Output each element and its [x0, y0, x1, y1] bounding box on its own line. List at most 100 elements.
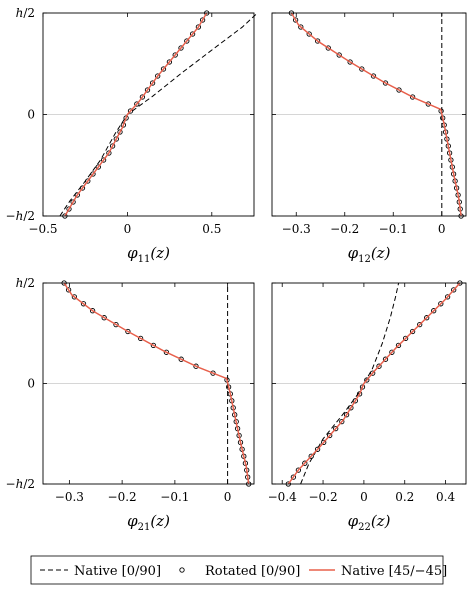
series-rotated-0-90-point	[295, 467, 302, 473]
series-rotated-0-90-point	[336, 52, 342, 58]
series-rotated-0-90-point	[431, 308, 437, 314]
x-axis-label: φ21(z)	[127, 512, 170, 533]
series-rotated-0-90-point	[117, 129, 123, 135]
x-axis-label: φ12(z)	[348, 244, 391, 265]
series-rotated-0-90-point	[195, 24, 202, 30]
x-tick-label: 0.2	[395, 490, 414, 504]
series-rotated-0-90-point	[290, 474, 297, 480]
series-rotated-0-90-point	[302, 460, 308, 466]
x-tick-label: −0.2	[308, 490, 337, 504]
series-rotated-0-90-point	[127, 108, 134, 114]
panel-1: −0.5 0 0.5 −h/2 0 h/2 φ11(z)	[6, 6, 258, 265]
series-rotated-0-90-point	[134, 101, 140, 107]
series-native-45-45-overlay	[290, 12, 462, 217]
series-rotated-0-90-point	[370, 370, 376, 376]
series-rotated-0-90-point	[417, 321, 423, 328]
legend-box	[30, 555, 444, 585]
series-rotated-0-90-point	[178, 356, 184, 362]
series-rotated-0-90-point	[333, 425, 339, 432]
series-rotated-0-90-point	[100, 157, 107, 163]
series-rotated-0-90-point	[292, 17, 299, 23]
series-rotated-0-90-point	[123, 115, 129, 121]
series-rotated-0-90-point	[382, 356, 389, 362]
series-rotated-0-90-point	[137, 335, 144, 342]
series-rotated-0-90-point	[150, 342, 157, 349]
series-rotated-0-90-point	[343, 412, 350, 418]
y-tick-label: −h/2	[6, 209, 35, 223]
series-rotated-0-90-point	[364, 377, 370, 383]
x-tick-label: −0.4	[268, 490, 298, 504]
series-rotated-0-90-point	[109, 143, 116, 149]
series-rotated-0-90-point	[327, 432, 333, 439]
series-rotated-0-90-point	[356, 391, 363, 397]
x-tick-label: −0.1	[379, 222, 408, 236]
series-rotated-0-90-point	[70, 199, 76, 205]
y-tick-label: 0	[27, 377, 35, 391]
series-rotated-0-90-point	[352, 398, 358, 404]
legend-label-native-0-90: Native [0/90]	[74, 564, 161, 579]
x-tick-label: 0	[438, 222, 446, 236]
series-rotated-0-90-point	[65, 287, 72, 293]
x-tick-label: −0.2	[108, 490, 137, 504]
x-tick-label: 0	[124, 222, 132, 236]
series-rotated-0-90-point	[199, 17, 206, 23]
series-rotated-0-90-point	[424, 315, 430, 321]
x-tick-label: −0.3	[282, 222, 311, 236]
series-rotated-0-90-point	[120, 122, 127, 128]
series-rotated-0-90-point	[451, 287, 457, 293]
x-tick-label: −0.2	[330, 222, 359, 236]
series-rotated-0-90-point	[348, 405, 354, 411]
series-rotated-0-90-point	[396, 87, 402, 93]
series-rotated-0-90-point	[306, 31, 312, 37]
y-tick-label: h/2	[16, 276, 35, 290]
x-tick-label: 0	[224, 490, 232, 504]
series-rotated-0-90-point	[339, 418, 345, 425]
series-rotated-0-90-point	[395, 342, 402, 349]
series-rotated-0-90-point	[370, 73, 377, 79]
x-tick-label: 0.5	[202, 222, 221, 236]
series-rotated-0-90-point	[193, 363, 199, 369]
y-tick-label: h/2	[16, 6, 35, 20]
series-rotated-0-90-point	[347, 59, 353, 65]
legend-label-native-45-45: Native [45/−45]	[341, 564, 447, 579]
series-rotated-0-90-point	[298, 24, 304, 30]
series-rotated-0-90-point	[172, 52, 178, 58]
series-rotated-0-90-point	[184, 38, 190, 44]
panel-2: −0.3 −0.2 −0.1 0 φ12(z)	[271, 10, 467, 265]
series-rotated-0-90-point	[321, 439, 327, 446]
series-rotated-0-90-point	[325, 45, 331, 51]
series-rotated-0-90-point	[308, 453, 314, 459]
x-tick-label: −0.5	[28, 222, 57, 236]
series-rotated-0-90-point	[101, 315, 107, 321]
series-rotated-0-90-point	[85, 178, 91, 184]
series-rotated-0-90-point	[90, 171, 96, 177]
series-rotated-0-90-point	[125, 328, 131, 335]
series-rotated-0-90-point	[314, 38, 321, 44]
chart-panels: −0.5 0 0.5 −h/2 0 h/2 φ11(z) −0.3 −0.2 −0.1 0 φ12(z…	[6, 6, 467, 533]
series-rotated-0-90-point	[438, 301, 444, 307]
legend-label-rotated-0-90: Rotated [0/90]	[205, 564, 300, 579]
x-tick-label: 0	[360, 490, 368, 504]
series-native-45-45-overlay	[64, 12, 208, 217]
x-tick-label: 0.4	[436, 490, 455, 504]
series-rotated-0-90-point	[382, 80, 389, 86]
series-rotated-0-90-point	[409, 328, 416, 335]
series-rotated-0-90-point	[74, 192, 80, 198]
series-rotated-0-90-point	[139, 94, 146, 100]
series-rotated-0-90-point	[402, 335, 409, 342]
series-rotated-0-90-point	[79, 185, 86, 191]
legend: Native [0/90] Rotated [0/90] Native [45/…	[30, 555, 447, 585]
series-rotated-0-90-point	[95, 164, 101, 170]
series-rotated-0-90-point	[113, 321, 119, 328]
series-rotated-0-90-point	[210, 370, 216, 376]
series-rotated-0-90-point	[66, 206, 72, 212]
series-rotated-0-90-point	[80, 301, 87, 307]
series-rotated-0-90-point	[113, 136, 119, 142]
y-tick-label: −h/2	[6, 477, 35, 491]
x-axis-label: φ22(z)	[348, 512, 391, 533]
y-tick-label: 0	[27, 108, 35, 122]
series-rotated-0-90-point	[144, 87, 151, 93]
series-native-45-45-overlay	[63, 282, 250, 485]
x-tick-label: −0.1	[160, 490, 189, 504]
